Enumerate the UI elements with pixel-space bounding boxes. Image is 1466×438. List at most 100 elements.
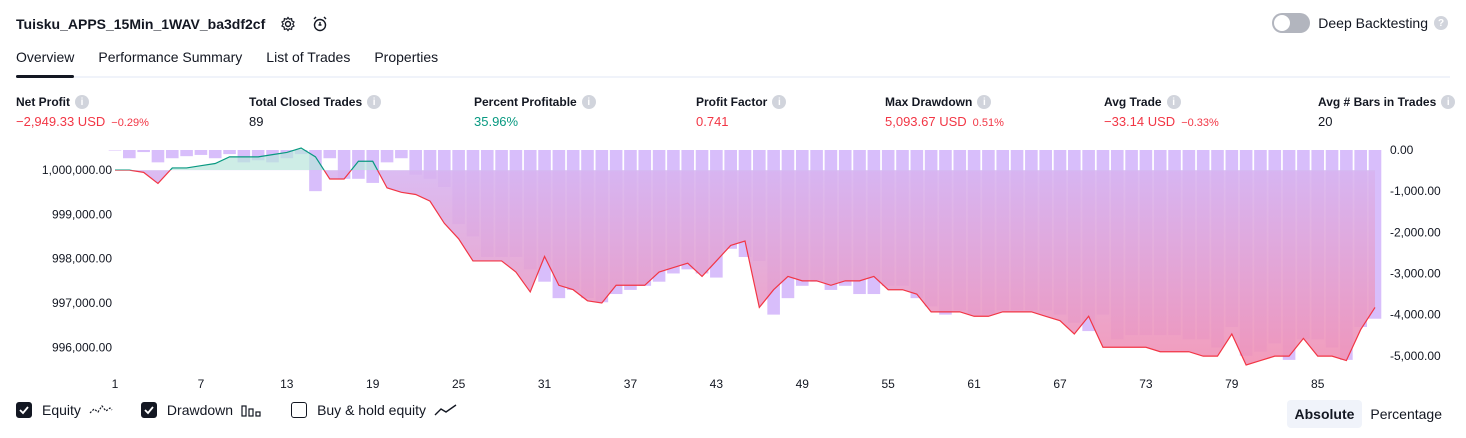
metric-label: Avg Trade <box>1104 95 1162 109</box>
tab-list-of-trades[interactable]: List of Trades <box>266 49 351 65</box>
equity-checkbox[interactable] <box>16 402 32 418</box>
x-axis-tick: 79 <box>1225 377 1239 391</box>
metric-pct: −0.33% <box>1181 117 1219 129</box>
drawdown-bar <box>108 150 122 151</box>
x-axis-tick: 67 <box>1053 377 1067 391</box>
metric-label: Avg # Bars in Trades <box>1318 95 1437 109</box>
metric-avg-bars: Avg # Bars in Trades i 20 <box>1318 94 1456 129</box>
drawdown-bar <box>165 150 179 159</box>
metric-pct: −0.29% <box>111 117 149 129</box>
info-icon[interactable]: i <box>772 95 787 109</box>
info-icon[interactable]: i <box>75 95 89 109</box>
buy-hold-label: Buy & hold equity <box>317 402 427 418</box>
x-axis-tick: 61 <box>967 377 981 391</box>
left-axis-tick: 1,000,000.00 <box>42 163 112 177</box>
drawdown-bar <box>380 150 394 163</box>
equity-drawdown-chart[interactable]: 1,000,000.00 999,000.00 998,000.00 997,000.… <box>0 140 1466 400</box>
info-icon[interactable]: i <box>581 95 596 109</box>
metric-value: 20 <box>1318 114 1333 129</box>
info-icon[interactable]: i <box>977 95 992 109</box>
info-icon[interactable]: i <box>1441 95 1456 109</box>
chart-controls: Equity Drawdown Buy & hold equity <box>16 402 486 418</box>
equity-toggle[interactable]: Equity <box>16 402 113 418</box>
drawdown-bar <box>251 150 265 161</box>
percentage-button[interactable]: Percentage <box>1370 406 1442 422</box>
drawdown-bar <box>194 150 208 155</box>
buy-hold-checkbox[interactable] <box>291 402 308 418</box>
metric-value: 0.741 <box>696 114 729 129</box>
buy-hold-toggle[interactable]: Buy & hold equity <box>291 402 458 418</box>
equity-gain-area <box>170 148 378 171</box>
gear-icon[interactable] <box>279 15 297 33</box>
tab-overview[interactable]: Overview <box>16 48 75 78</box>
equity-line-icon <box>89 404 113 414</box>
right-axis-tick: 0.00 <box>1390 143 1414 157</box>
x-axis-tick: 43 <box>710 377 724 391</box>
metric-label: Max Drawdown <box>885 95 973 109</box>
info-icon[interactable]: i <box>1166 95 1181 109</box>
right-axis-tick: -1,000.00 <box>1390 184 1441 198</box>
drawdown-bar <box>137 150 150 153</box>
metric-label: Percent Profitable <box>474 95 577 109</box>
absolute-button[interactable]: Absolute <box>1286 400 1363 428</box>
info-icon[interactable]: i <box>367 95 382 109</box>
deep-backtesting: Deep Backtesting ? <box>1272 13 1448 33</box>
right-axis-tick: -3,000.00 <box>1390 266 1441 280</box>
buy-hold-line-icon <box>434 404 457 416</box>
x-axis-tick: 1 <box>112 377 119 391</box>
metric-label: Net Profit <box>16 95 70 109</box>
drawdown-bar <box>409 150 422 175</box>
drawdown-bars-icon <box>241 405 261 417</box>
metric-net-profit: Net Profit i −2,949.33 USD −0.29% <box>16 94 149 129</box>
left-axis-tick: 996,000.00 <box>52 340 112 354</box>
x-axis-tick: 19 <box>366 377 380 391</box>
alarm-add-icon[interactable] <box>311 15 329 33</box>
equity-line-loss <box>115 170 1376 366</box>
help-icon[interactable]: ? <box>1434 16 1448 30</box>
metric-value: −2,949.33 USD <box>16 114 106 129</box>
drawdown-bar <box>123 150 136 159</box>
report-tabs: Overview Performance Summary List of Tra… <box>16 48 1450 78</box>
drawdown-checkbox[interactable] <box>140 402 157 418</box>
drawdown-toggle[interactable]: Drawdown <box>140 402 263 418</box>
right-axis-tick: -5,000.00 <box>1390 349 1441 363</box>
metric-value: 89 <box>249 114 264 129</box>
metric-value: 5,093.67 USD <box>885 114 967 129</box>
x-axis-tick: 73 <box>1139 377 1153 391</box>
metric-pct: 0.51% <box>972 117 1004 129</box>
x-axis-tick: 7 <box>198 377 205 391</box>
metric-profit-factor: Profit Factor i 0.741 <box>696 94 787 129</box>
tab-performance-summary[interactable]: Performance Summary <box>98 49 243 65</box>
metric-value: 35.96% <box>474 114 519 129</box>
x-axis-tick: 55 <box>882 377 896 391</box>
metric-avg-trade: Avg Trade i −33.14 USD −0.33% <box>1104 94 1219 129</box>
x-axis-tick: 13 <box>280 377 294 391</box>
drawdown-bar <box>151 150 165 163</box>
x-axis-tick: 85 <box>1311 377 1325 391</box>
scale-mode-switch: Absolute Percentage <box>1286 400 1451 428</box>
left-axis-tick: 999,000.00 <box>52 207 112 221</box>
drawdown-bar <box>223 150 236 155</box>
x-axis-tick: 37 <box>624 377 638 391</box>
tab-properties[interactable]: Properties <box>374 49 439 65</box>
deep-backtesting-label: Deep Backtesting <box>1318 15 1428 31</box>
equity-label: Equity <box>42 402 81 418</box>
x-axis-tick: 25 <box>452 377 466 391</box>
metric-label: Profit Factor <box>696 95 768 109</box>
metric-percent-profitable: Percent Profitable i 35.96% <box>474 94 596 129</box>
x-axis-tick: 31 <box>538 377 552 391</box>
deep-backtesting-toggle[interactable] <box>1272 13 1311 33</box>
x-axis-tick: 49 <box>796 377 810 391</box>
metric-total-closed-trades: Total Closed Trades i 89 <box>249 94 382 129</box>
right-axis-tick: -4,000.00 <box>1390 308 1441 322</box>
drawdown-bar <box>395 150 408 159</box>
drawdown-bar <box>323 150 337 159</box>
metric-max-drawdown: Max Drawdown i 5,093.67 USD 0.51% <box>885 94 1004 129</box>
strategy-header: Tuisku_APPS_15Min_1WAV_ba3df2cf <box>16 12 329 36</box>
metric-label: Total Closed Trades <box>249 95 363 109</box>
metric-value: −33.14 USD <box>1104 114 1176 129</box>
right-axis-tick: -2,000.00 <box>1390 225 1441 239</box>
drawdown-bar <box>180 150 193 157</box>
equity-loss-area <box>115 170 1375 365</box>
drawdown-label: Drawdown <box>166 402 234 418</box>
